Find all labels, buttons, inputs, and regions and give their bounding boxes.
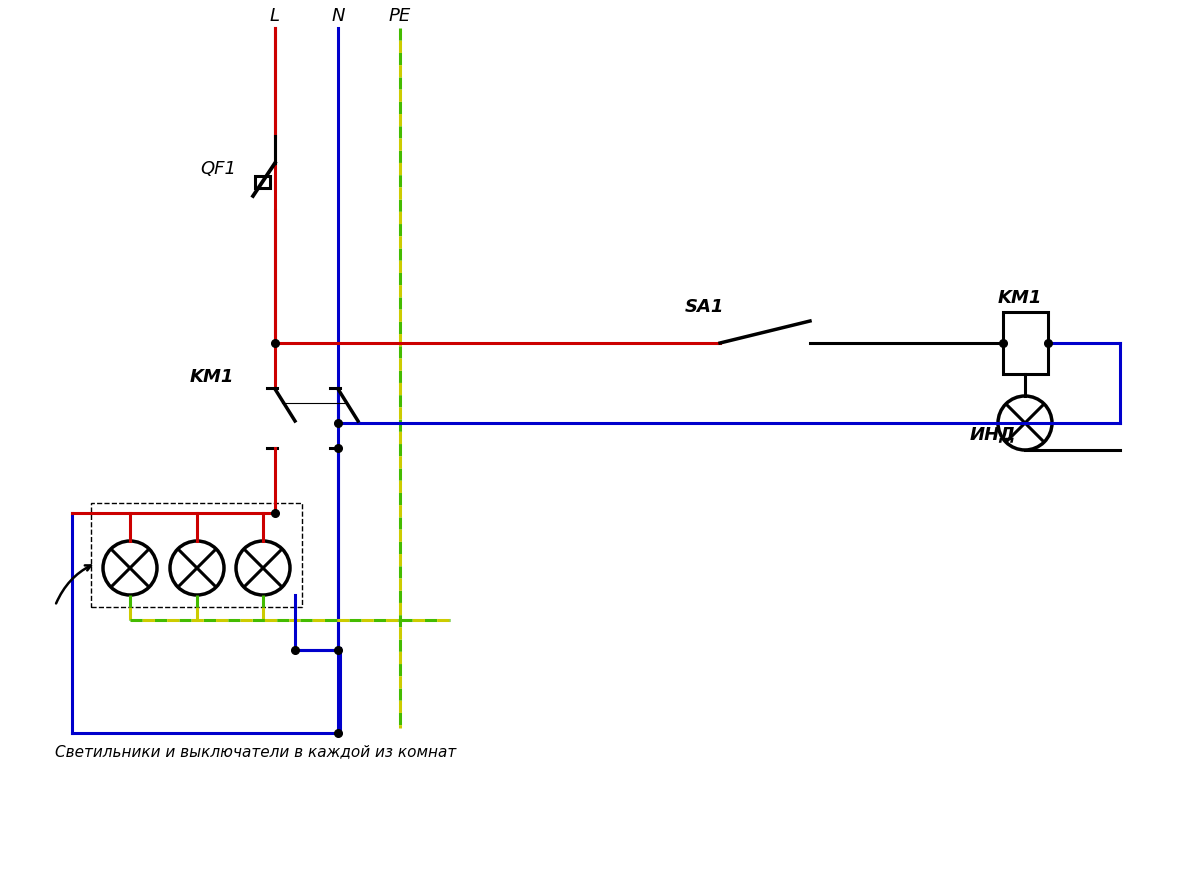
Text: ИНД: ИНД: [970, 425, 1016, 443]
Text: SA1: SA1: [685, 298, 725, 315]
Text: N: N: [331, 7, 344, 25]
Text: KM1: KM1: [998, 289, 1042, 306]
Text: KM1: KM1: [190, 368, 234, 385]
Text: L: L: [270, 7, 280, 25]
Text: QF1: QF1: [200, 160, 236, 178]
Text: PE: PE: [389, 7, 412, 25]
Text: Светильники и выключатели в каждой из комнат: Светильники и выключатели в каждой из ко…: [55, 743, 456, 758]
